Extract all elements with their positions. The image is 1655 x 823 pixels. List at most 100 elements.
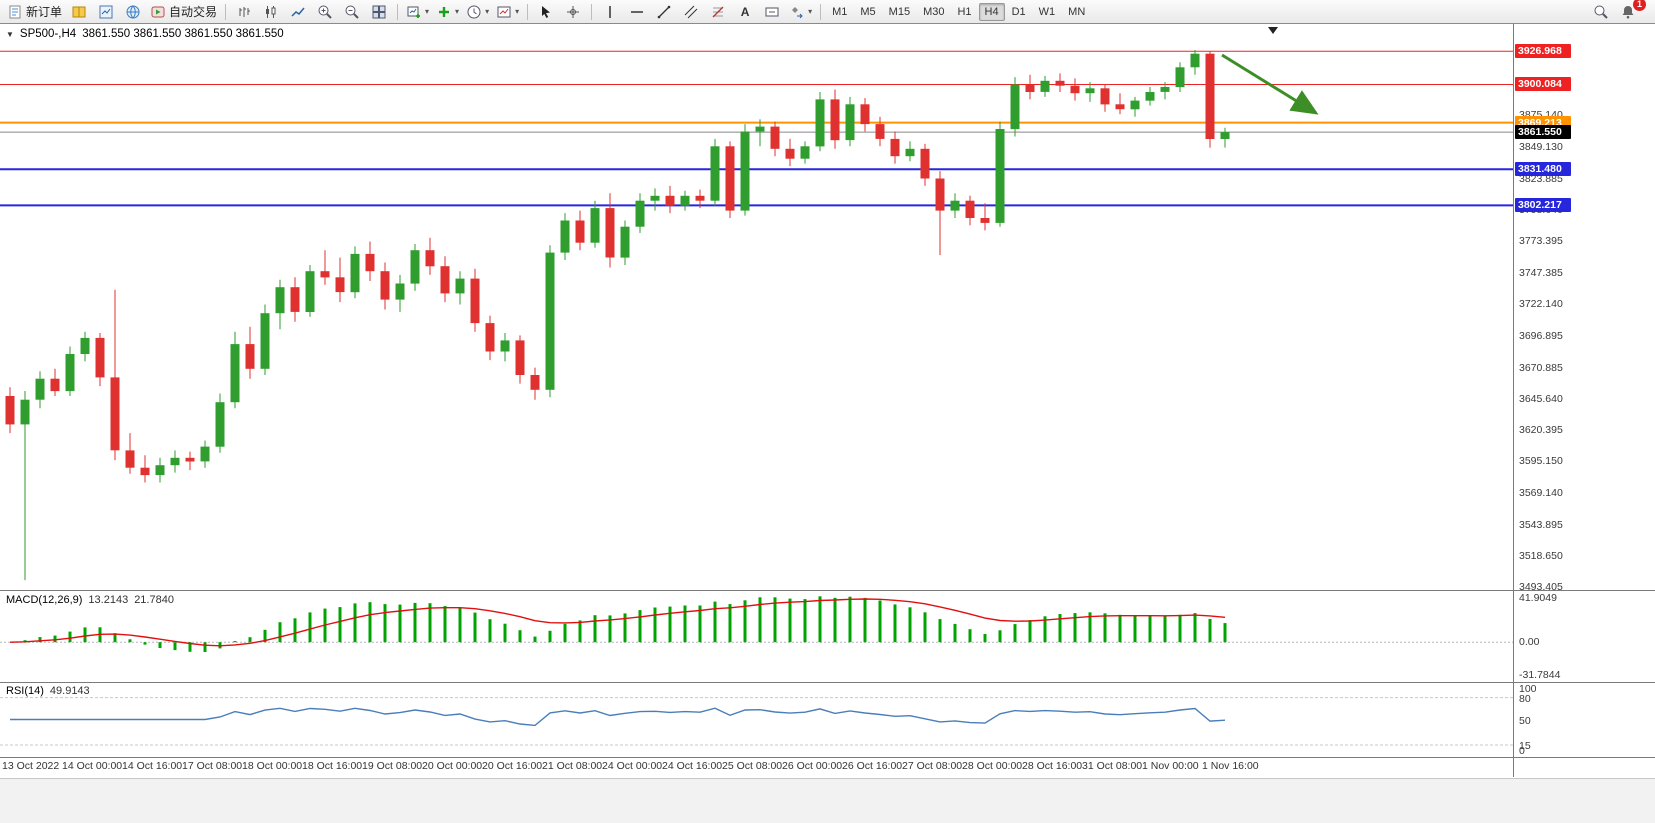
timeframe-m1-button[interactable]: M1 <box>832 5 848 18</box>
time-tick: 13 Oct 2022 <box>2 760 60 772</box>
search-icon <box>1594 5 1608 19</box>
price-tick: 3543.895 <box>1519 519 1563 531</box>
horizontal-line-tool-button[interactable] <box>624 1 650 23</box>
indicator-plus-icon <box>439 6 450 17</box>
time-tick: 1 Nov 16:00 <box>1202 760 1259 772</box>
time-tick: 25 Oct 08:00 <box>722 760 783 772</box>
rsi-label: RSI(14) 49.9143 <box>6 685 90 697</box>
time-tick: 17 Oct 08:00 <box>182 760 243 772</box>
new-order-button[interactable]: 新订单 <box>4 1 65 23</box>
timeframe-h4-button[interactable]: H4 <box>978 2 1005 21</box>
macd-label: MACD(12,26,9) 13.2143 21.7840 <box>6 594 174 606</box>
symbol-period-label: SP500-,H4 <box>19 28 77 40</box>
timeframe-mn-button[interactable]: MN <box>1068 5 1086 18</box>
rsi-panel-canvas[interactable] <box>0 683 1513 756</box>
rsi-value: 49.9143 <box>49 685 90 697</box>
price-tick: 3747.385 <box>1519 267 1563 279</box>
time-tick: 18 Oct 16:00 <box>302 760 363 772</box>
collapse-triangle-icon[interactable]: ▼ <box>6 29 14 39</box>
indicators-button[interactable]: ▾ <box>433 1 462 23</box>
rsi-tick: 15 <box>1519 740 1531 752</box>
price-chart-canvas[interactable] <box>0 24 1513 590</box>
time-tick: 20 Oct 00:00 <box>422 760 483 772</box>
clock-icon <box>467 5 481 18</box>
tile-windows-button[interactable] <box>366 1 392 23</box>
timeframe-w1-button[interactable]: W1 <box>1038 5 1056 18</box>
candlestick-mode-button[interactable] <box>258 1 284 23</box>
cursor-arrow-icon <box>542 5 551 18</box>
trend-arrow-annotation[interactable] <box>1221 53 1319 115</box>
zoom-out-icon <box>345 5 359 19</box>
search-button[interactable] <box>1588 1 1614 23</box>
crosshair-button[interactable] <box>560 1 586 23</box>
market-watch-button[interactable] <box>66 1 92 23</box>
candlestick-chart-icon <box>266 5 276 18</box>
chart-window: ▼ SP500-,H4 3861.550 3861.550 3861.550 3… <box>0 24 1655 823</box>
time-tick: 24 Oct 16:00 <box>662 760 723 772</box>
data-window-icon <box>99 5 113 18</box>
toolbar-separator <box>225 3 227 20</box>
price-axis[interactable]: 3875.1403849.1303823.8853798.6403773.395… <box>1514 24 1655 593</box>
line-chart-mode-button[interactable] <box>285 1 311 23</box>
vertical-line-tool-button[interactable] <box>597 1 623 23</box>
panel-separator[interactable] <box>0 590 1655 591</box>
line-chart-icon <box>291 7 305 17</box>
time-axis[interactable]: 13 Oct 2022 14 Oct 00:00 14 Oct 16:00 17 Oc… <box>0 760 1513 776</box>
timeframe-m5-button[interactable]: M5 <box>860 5 876 18</box>
zoom-in-button[interactable] <box>312 1 338 23</box>
zoom-out-button[interactable] <box>339 1 365 23</box>
autotrading-label: 自动交易 <box>169 5 218 19</box>
rsi-tick: 0 <box>1519 745 1525 757</box>
price-level-box: 3900.084 <box>1515 77 1571 91</box>
macd-name: MACD(12,26,9) <box>6 594 83 606</box>
panel-separator[interactable] <box>0 682 1655 683</box>
panel-separator <box>0 757 1655 758</box>
timeframe-d1-button[interactable]: D1 <box>1011 5 1026 18</box>
chevron-down-icon: ▾ <box>425 6 430 16</box>
trendline-icon <box>657 5 671 18</box>
periods-button[interactable]: ▾ <box>463 1 492 23</box>
toolbar-separator <box>397 3 399 20</box>
notifications-button[interactable]: 1 <box>1615 0 1646 23</box>
autotrading-button[interactable]: 自动交易 <box>147 1 220 23</box>
shapes-tool-button[interactable]: ▾ <box>786 1 815 23</box>
cursor-button[interactable] <box>533 1 559 23</box>
chart-shift-marker[interactable] <box>1268 27 1278 34</box>
price-tick: 3620.395 <box>1519 424 1563 436</box>
bell-icon <box>1622 5 1634 18</box>
data-window-button[interactable] <box>93 1 119 23</box>
rsi-tick: 50 <box>1519 715 1531 727</box>
text-label-tool-button[interactable] <box>759 1 785 23</box>
trendline-tool-button[interactable] <box>651 1 677 23</box>
navigator-button[interactable] <box>120 1 146 23</box>
timeframe-h1-button[interactable]: H1 <box>957 5 972 18</box>
text-tool-button[interactable]: A <box>732 1 758 23</box>
tile-windows-icon <box>372 5 386 18</box>
time-tick: 24 Oct 00:00 <box>602 760 663 772</box>
price-axis-border <box>1513 24 1514 777</box>
channel-tool-button[interactable] <box>678 1 704 23</box>
time-tick: 28 Oct 00:00 <box>962 760 1023 772</box>
fibonacci-tool-button[interactable] <box>705 1 731 23</box>
main-toolbar: 新订单 自动交易 ▾ ▾ ▾ ▾ <box>0 0 1655 24</box>
globe-icon <box>126 5 140 18</box>
price-level-box: 3831.480 <box>1515 162 1571 176</box>
price-tick: 3696.895 <box>1519 330 1563 342</box>
autotrading-play-icon <box>151 6 165 17</box>
templates-button[interactable]: ▾ <box>493 1 522 23</box>
bar-chart-mode-button[interactable] <box>231 1 257 23</box>
timeframe-m15-button[interactable]: M15 <box>888 5 911 18</box>
toolbar-separator <box>820 3 822 20</box>
macd-panel-canvas[interactable] <box>0 591 1513 681</box>
timeframe-m30-button[interactable]: M30 <box>923 5 945 18</box>
crosshair-icon <box>567 5 580 18</box>
price-tick: 3823.885 <box>1519 173 1563 185</box>
text-tool-icon: A <box>740 4 750 19</box>
new-chart-button[interactable]: ▾ <box>403 1 432 23</box>
time-tick: 21 Oct 08:00 <box>542 760 603 772</box>
time-tick: 14 Oct 16:00 <box>122 760 183 772</box>
macd-tick: 0.00 <box>1519 636 1540 648</box>
fibonacci-icon <box>712 6 724 17</box>
time-tick: 26 Oct 00:00 <box>782 760 843 772</box>
toolbar-separator <box>527 3 529 20</box>
